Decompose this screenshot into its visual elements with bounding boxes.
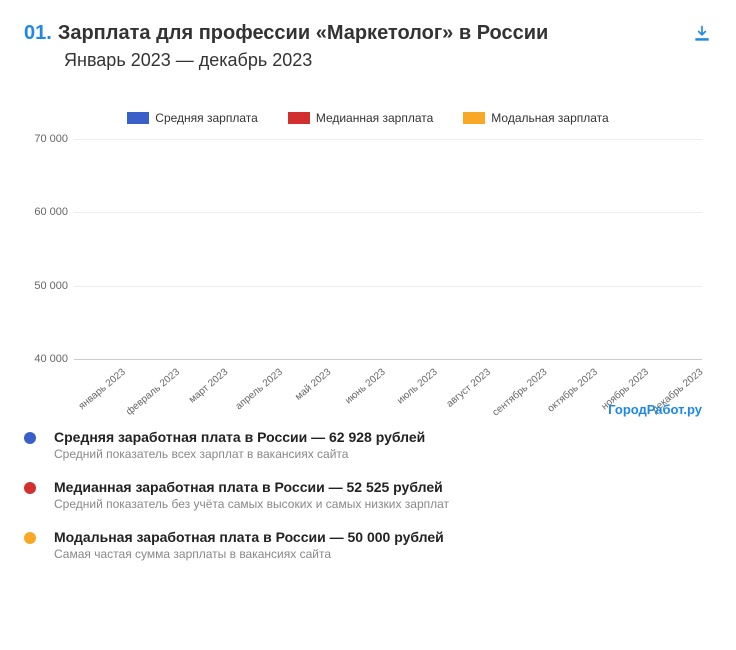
bars-container: январь 2023февраль 2023март 2023апрель 2… [74,139,702,359]
summaries: Средняя заработная плата в России — 62 9… [24,429,712,561]
summary-text: Медианная заработная плата в России — 52… [54,479,449,511]
header-text: 01. Зарплата для профессии «Маркетолог» в… [24,20,692,71]
legend-swatch [463,112,485,124]
summary-text: Модальная заработная плата в России — 50… [54,529,444,561]
summary-title: Средняя заработная плата в России — 62 9… [54,429,425,445]
summary-dot [24,482,36,494]
grid-line [74,139,702,140]
summary-title: Медианная заработная плата в России — 52… [54,479,449,495]
header: 01. Зарплата для профессии «Маркетолог» в… [24,20,712,71]
legend-label: Медианная зарплата [316,111,433,125]
summary-dot [24,432,36,444]
summary-row: Модальная заработная плата в России — 50… [24,529,712,561]
grid-line [74,359,702,360]
summary-text: Средняя заработная плата в России — 62 9… [54,429,425,461]
x-tick-label: февраль 2023 [118,359,182,418]
summary-row: Средняя заработная плата в России — 62 9… [24,429,712,461]
page-subtitle: Январь 2023 — декабрь 2023 [64,50,692,71]
x-tick-label: март 2023 [180,359,230,406]
legend-label: Модальная зарплата [491,111,608,125]
legend-swatch [127,112,149,124]
section-number: 01. [24,22,52,44]
title-text: Зарплата для профессии «Маркетолог» в Ро… [58,22,549,44]
y-tick-label: 60 000 [34,206,68,218]
summary-sub: Средний показатель без учёта самых высок… [54,497,449,511]
grid-line [74,212,702,213]
x-tick-label: сентябрь 2023 [484,359,549,419]
x-tick-label: май 2023 [287,359,333,403]
y-tick-label: 40 000 [34,353,68,365]
download-icon[interactable] [692,24,712,44]
legend-item[interactable]: Модальная зарплата [463,111,608,125]
summary-row: Медианная заработная плата в России — 52… [24,479,712,511]
page-title: 01. Зарплата для профессии «Маркетолог» в… [24,20,692,46]
summary-dot [24,532,36,544]
chart-legend: Средняя зарплата Медианная зарплата Модаль… [24,111,712,125]
y-tick-label: 70 000 [34,133,68,145]
x-tick-label: апрель 2023 [227,359,285,412]
salary-chart: Средняя зарплата Медианная зарплата Модаль… [24,111,712,359]
chart-area: 40 00050 00060 00070 000 январь 2023февр… [74,139,702,359]
y-axis: 40 00050 00060 00070 000 [24,139,74,359]
grid-line [74,286,702,287]
summary-sub: Самая частая сумма зарплаты в вакансиях … [54,547,444,561]
legend-item[interactable]: Средняя зарплата [127,111,258,125]
x-tick-label: июль 2023 [389,359,440,407]
y-tick-label: 50 000 [34,280,68,292]
x-tick-label: октябрь 2023 [539,359,600,415]
x-tick-label: июнь 2023 [337,359,388,406]
legend-swatch [288,112,310,124]
summary-sub: Средний показатель всех зарплат в ваканс… [54,447,425,461]
legend-label: Средняя зарплата [155,111,258,125]
watermark: ГородРабот.ру [608,402,702,417]
legend-item[interactable]: Медианная зарплата [288,111,433,125]
summary-title: Модальная заработная плата в России — 50… [54,529,444,545]
